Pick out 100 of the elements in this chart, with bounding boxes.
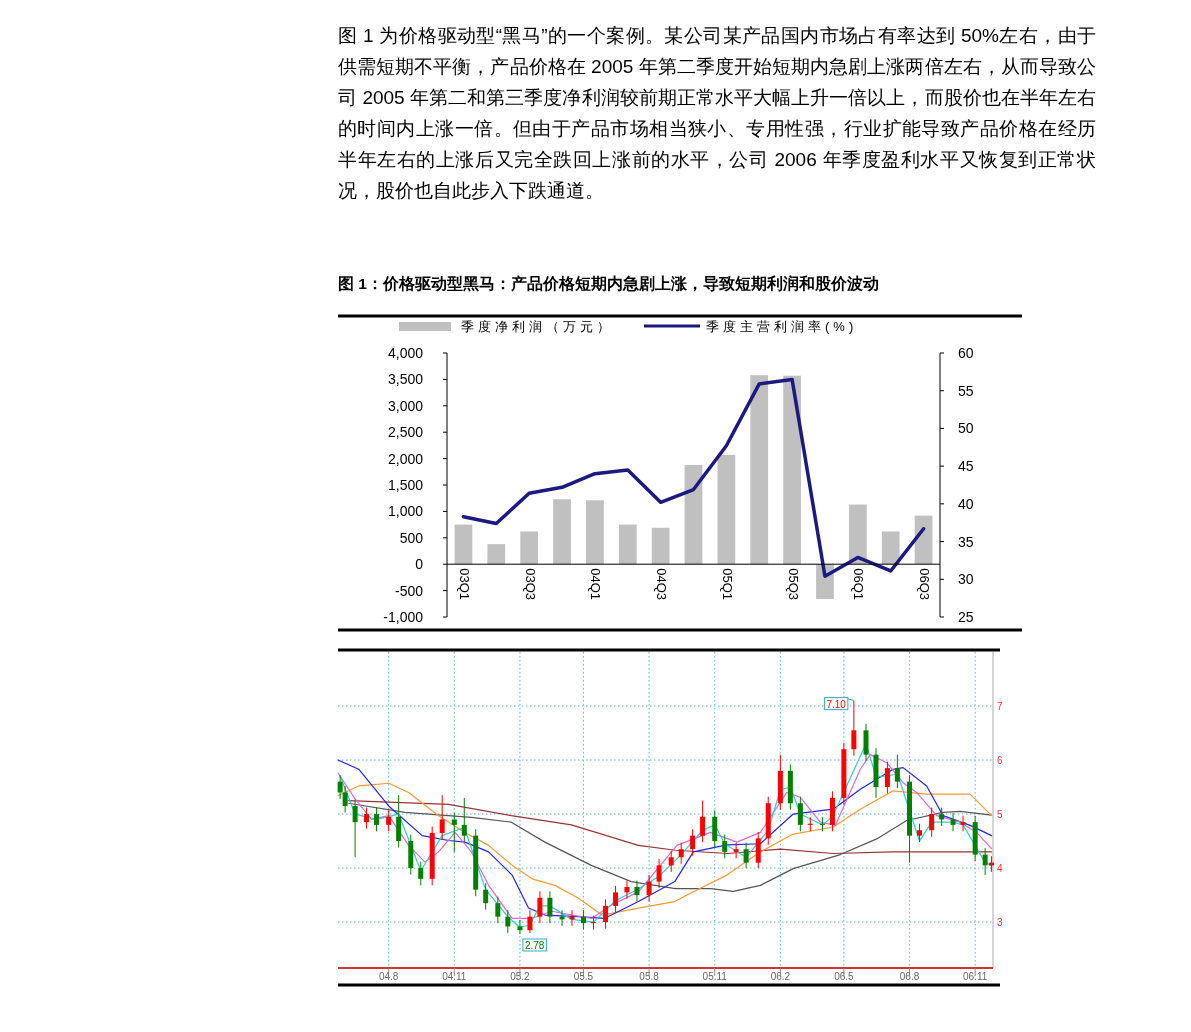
chart-title: 图 1：价格驱动型黑马：产品价格短期内急剧上涨，导致短期利润和股价波动 (338, 274, 879, 294)
candlestick (668, 850, 674, 873)
candlestick (386, 809, 392, 832)
x-tick-label: 04.11 (442, 971, 467, 982)
y-tick-label: -1,000 (383, 609, 424, 625)
candlestick (851, 700, 857, 757)
bar (618, 524, 637, 565)
candlestick (352, 798, 358, 858)
candlestick (342, 785, 348, 813)
x-tick-label: 04Q3 (654, 568, 670, 601)
candlestick (418, 861, 424, 886)
y-tick-label: 7 (997, 701, 1003, 713)
y-tick-label: 6 (997, 755, 1003, 767)
bar (553, 499, 571, 565)
bar (651, 527, 670, 565)
candlestick (939, 807, 945, 827)
candlestick (929, 807, 935, 838)
bar (684, 464, 703, 565)
legend-label: 季度主营利润率(%) (706, 319, 858, 334)
bar (783, 375, 801, 565)
candlestick (733, 842, 739, 859)
candlestick (884, 761, 890, 795)
candlestick (678, 842, 684, 865)
y-tick-label: 2,000 (387, 450, 424, 467)
candlestick (527, 909, 533, 934)
y-tick-label: 1,000 (387, 503, 424, 520)
x-tick-label: 06.2 (770, 971, 791, 982)
x-tick-label: 06.5 (834, 971, 855, 982)
candlestick (950, 812, 956, 832)
y-tick-label: 4,000 (387, 345, 424, 361)
candlestick (580, 909, 586, 931)
bar (487, 544, 506, 565)
candlestick (634, 879, 640, 903)
y2-tick-label: 50 (958, 420, 974, 437)
x-tick-label: 03Q3 (522, 568, 538, 601)
x-tick-label: 06.11 (963, 971, 988, 982)
bar (881, 531, 900, 565)
candlestick (517, 919, 523, 935)
bar (750, 375, 769, 565)
candlestick (495, 896, 501, 924)
candlestick (439, 794, 445, 840)
bar (520, 531, 539, 565)
candlestick (819, 816, 825, 832)
candlestick (894, 754, 900, 789)
y-tick-label: 4 (997, 863, 1003, 875)
candlestick (797, 796, 803, 832)
caption: 图 1 为价格驱动型“黑马”的一个案例。某公司某产品国内市场占有率达到 50%左右，由于供需短期不平衡，产品价格在 2005 年第二季度开始短期内急剧上涨两倍左右，从而导致公司 2005 年第二和第三季度净利润较前期正常水平大幅上升一倍以上，而股价也在半年左右的时间内上涨一倍。但由于产品市场相当狭小、专用性强，行业扩能导致产品价格在经历半年左右的上涨后又完全跌回上涨前的水平，公司 2006 年季度盈利水平又恢复到正常状况，股价也自此步入下跌通道。 (338, 24, 1096, 203)
y-tick-label: 5 (997, 809, 1003, 821)
candlestick (807, 816, 813, 832)
candlestick (722, 834, 728, 859)
candlestick (917, 823, 923, 843)
y-tick-label: 1,500 (387, 477, 424, 493)
y2-tick-label: 30 (958, 571, 974, 588)
candlestick (656, 858, 662, 889)
candlestick (505, 909, 511, 934)
x-tick-label: 05.5 (573, 971, 594, 982)
candlestick (364, 807, 370, 830)
candlestick (374, 807, 380, 832)
y-tick-label: 0 (415, 556, 424, 573)
candlestick (547, 890, 553, 924)
x-tick-label: 04Q1 (588, 568, 604, 601)
x-tick-label: 05.11 (702, 971, 728, 982)
x-tick-label: 06Q1 (851, 568, 867, 601)
y-tick-label: 3,000 (387, 397, 424, 414)
candlestick (451, 812, 457, 853)
y2-tick-label: 55 (958, 382, 974, 399)
bar (454, 524, 473, 565)
candlestick (690, 828, 696, 857)
candlestick (960, 815, 966, 832)
bar (848, 504, 867, 565)
x-tick-label: 04.8 (378, 971, 399, 982)
candlestick (537, 890, 543, 924)
x-tick-label: 06.8 (899, 971, 920, 982)
y-tick-label: 3,500 (387, 371, 424, 388)
x-tick-label: 05.2 (510, 971, 531, 982)
y-tick-label: 500 (399, 529, 424, 546)
candlestick (624, 879, 630, 900)
candlestick (613, 885, 619, 913)
candlestick (461, 797, 467, 843)
y2-tick-label: 35 (958, 533, 974, 550)
x-tick-label: 06Q3 (917, 568, 933, 601)
y2-tick-label: 25 (958, 609, 974, 625)
y-tick-label: 2,500 (387, 424, 424, 441)
x-tick-label: 05Q1 (719, 568, 735, 601)
y-tick-label: 3 (997, 917, 1003, 929)
candlestick (603, 898, 609, 930)
candlestick (700, 800, 706, 843)
x-tick-label: 05Q3 (785, 568, 801, 601)
bar (717, 454, 736, 565)
annotation: 2.78 (524, 939, 545, 951)
y-tick-label: -500 (394, 582, 424, 599)
candlestick (982, 847, 988, 876)
x-tick-label: 03Q1 (457, 568, 472, 601)
bar (586, 500, 604, 565)
annotation: 7.10 (826, 698, 847, 710)
x-tick-label: 05.8 (639, 971, 660, 982)
y2-tick-label: 40 (958, 495, 974, 512)
candlestick (483, 882, 489, 911)
candlestick (743, 842, 749, 869)
candlestick (590, 915, 596, 931)
